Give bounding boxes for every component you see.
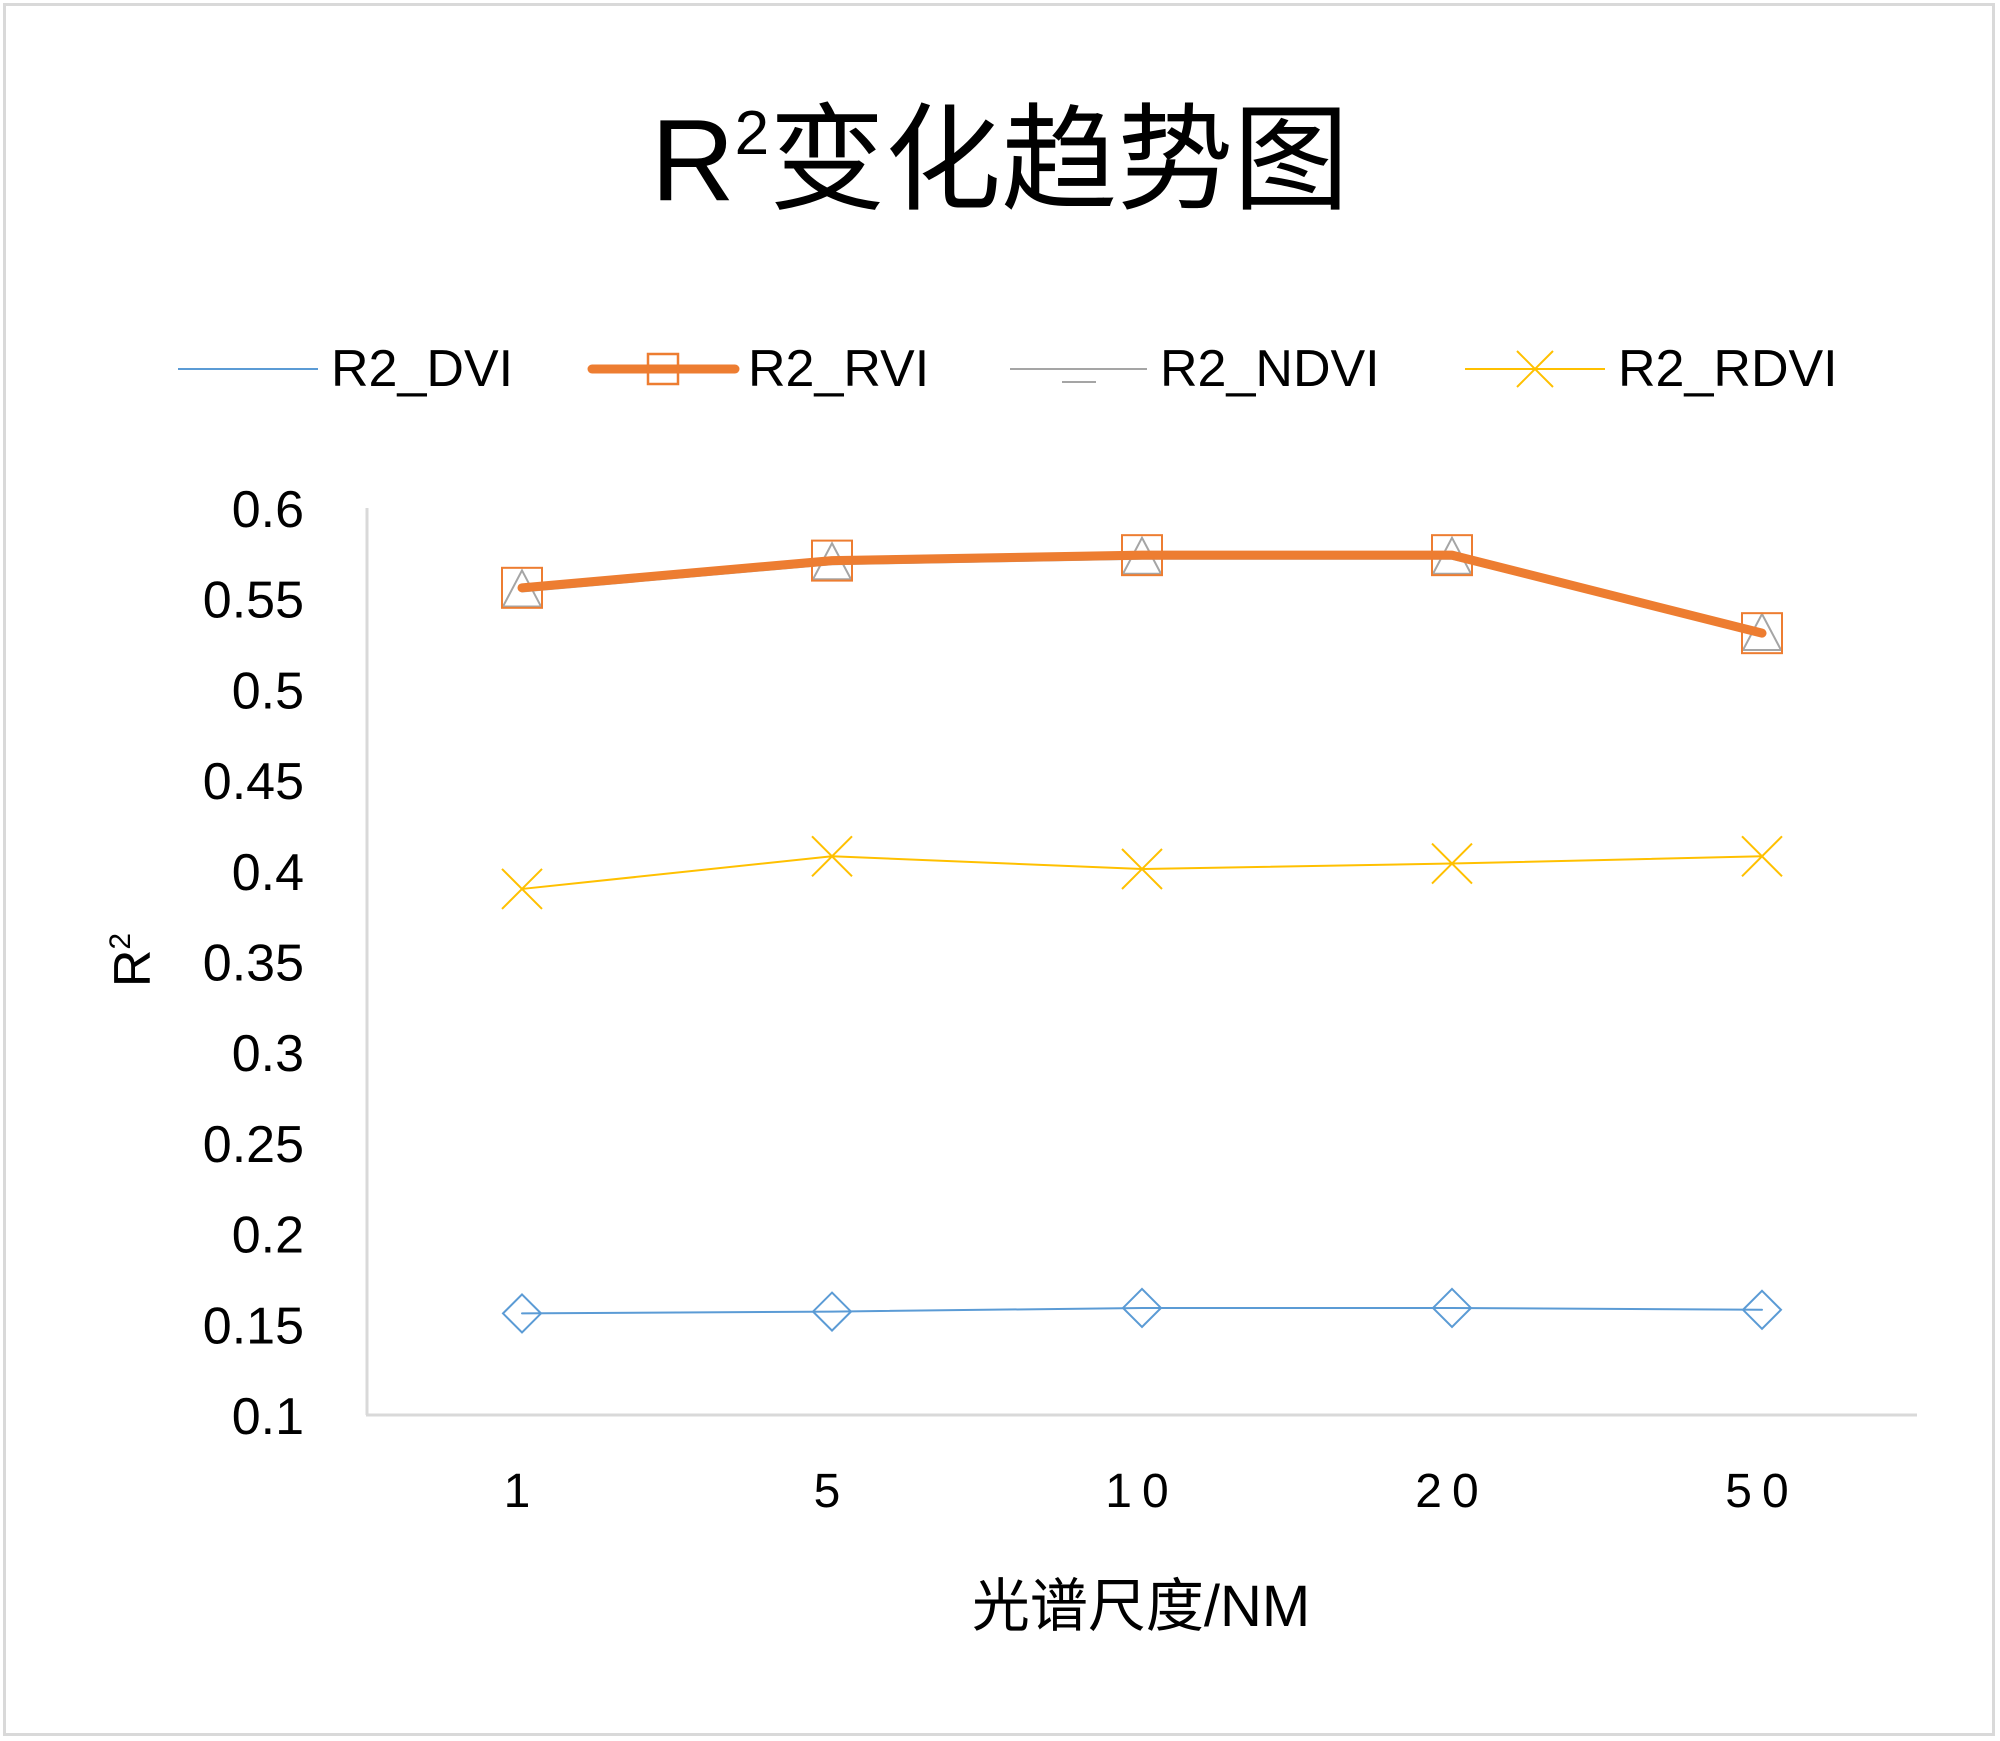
data-point-x — [1431, 842, 1473, 885]
legend-label-dvi: R2_DVI — [331, 340, 513, 398]
axes — [365, 508, 1917, 1417]
chart-title: R2变化趋势图 — [651, 95, 1349, 225]
data-point-x — [811, 835, 853, 877]
data-point-diamond — [501, 1293, 543, 1334]
y-tick-label: 0.35 — [203, 935, 304, 993]
title-main: R — [651, 95, 735, 225]
series-r2-dvi — [501, 1287, 1783, 1334]
x-tick-label: 10 — [1105, 1465, 1178, 1518]
series-line — [521, 855, 1763, 890]
legend-marker-square — [646, 352, 680, 386]
legend-label-rdvi: R2_RDVI — [1618, 340, 1838, 398]
legend: R2_DVI R2_RVI R2_NDVI R2_RDVI — [178, 340, 1838, 398]
y-tick-label: 0.2 — [232, 1207, 304, 1265]
legend-item-dvi: R2_DVI — [178, 340, 513, 398]
svg-text:R2: R2 — [104, 933, 162, 987]
data-point-square — [811, 539, 853, 582]
y-tick-label: 0.55 — [203, 572, 304, 630]
chart-frame — [3, 3, 1995, 1736]
y-tick-label: 0.15 — [203, 1297, 304, 1355]
series-line — [517, 550, 1767, 638]
data-point-x — [1741, 835, 1783, 877]
y-tick-label: 0.25 — [203, 1116, 304, 1174]
y-tick-label: 0.3 — [232, 1025, 304, 1083]
x-tick-label: 20 — [1415, 1465, 1488, 1518]
x-tick-label: 5 — [814, 1465, 851, 1518]
data-point-x — [1121, 848, 1163, 890]
legend-item-ndvi: R2_NDVI — [1010, 340, 1380, 398]
title-superscript: 2 — [735, 99, 769, 168]
svg-text:R2变化趋势图: R2变化趋势图 — [651, 95, 1349, 225]
y-axis-title: R2 — [104, 933, 162, 987]
y-tick-labels: 0.6 0.55 0.5 0.45 0.4 0.35 0.3 0.25 0.2 0.15 0.1 — [203, 481, 304, 1446]
title-rest: 变化趋势图 — [769, 95, 1349, 225]
y-tick-label: 0.1 — [232, 1388, 304, 1446]
series-r2-rvi — [501, 534, 1783, 655]
data-point-square — [1431, 534, 1473, 577]
y-tick-label: 0.45 — [203, 753, 304, 811]
x-tick-labels: 1 5 10 20 50 — [504, 1465, 1798, 1518]
data-point-x — [501, 868, 543, 910]
legend-label-ndvi: R2_NDVI — [1160, 340, 1380, 398]
data-point-diamond — [1121, 1287, 1163, 1329]
legend-label-rvi: R2_RVI — [748, 340, 929, 398]
x-axis-title: 光谱尺度/NM — [972, 1574, 1310, 1639]
data-point-diamond — [1431, 1287, 1473, 1329]
x-tick-label: 50 — [1725, 1465, 1798, 1518]
y-axis-title-main: R — [104, 950, 162, 988]
y-tick-label: 0.4 — [232, 844, 304, 902]
data-point-square — [501, 566, 543, 609]
data-point-square — [1741, 612, 1783, 655]
data-point-diamond — [1741, 1289, 1783, 1331]
y-tick-label: 0.6 — [232, 481, 304, 539]
series-line — [521, 1306, 1763, 1315]
y-tick-label: 0.5 — [232, 662, 304, 720]
series-r2-rdvi — [501, 835, 1783, 910]
series-layer — [501, 534, 1783, 1334]
data-point-diamond — [811, 1291, 853, 1333]
x-tick-label: 1 — [504, 1465, 541, 1518]
legend-marker-x — [1516, 350, 1554, 388]
y-axis-title-superscript: 2 — [104, 933, 137, 950]
legend-item-rdvi: R2_RDVI — [1465, 340, 1838, 398]
legend-item-rvi: R2_RVI — [587, 340, 929, 398]
data-point-square — [1121, 534, 1163, 577]
